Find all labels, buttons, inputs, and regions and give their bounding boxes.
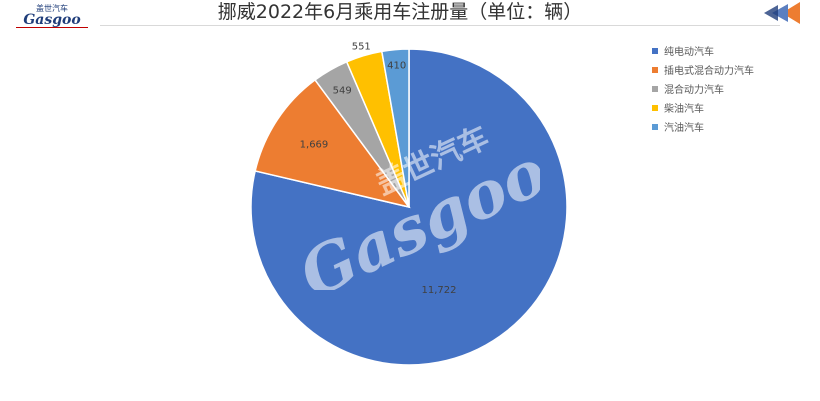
data-label-5: 410 [387,60,406,71]
svg-text:Gasgoo: Gasgoo [23,12,80,28]
data-label-1: 11,722 [422,285,457,296]
legend-swatch [652,47,658,54]
legend-label: 纯电动汽车 [664,47,714,58]
legend-item-5: 汽油汽车 [652,117,754,136]
legend-label: 混合动力汽车 [664,85,724,96]
legend-item-1: 纯电动汽车 [652,41,754,60]
legend: 纯电动汽车插电式混合动力汽车 混合动力汽车 柴油汽车汽油汽车 [652,41,754,136]
corner-arrow-icon [764,2,800,24]
legend-swatch [652,104,658,111]
legend-item-3: 混合动力汽车 [652,79,754,98]
legend-item-2: 插电式混合动力汽车 [652,60,754,79]
legend-label: 柴油汽车 [664,104,704,115]
legend-swatch [652,123,658,130]
page-title: 挪威2022年6月乘用车注册量（单位：辆） [217,1,583,23]
legend-swatch [652,66,658,73]
gasgoo-logo: 盖世汽车 Gasgoo [16,3,88,28]
pie-slice-5 [380,48,410,208]
legend-swatch [652,85,658,92]
legend-item-4: 柴油汽车 [652,98,754,117]
legend-label: 插电式混合动力汽车 [664,66,754,77]
data-label-3: 549 [333,86,352,97]
legend-label: 汽油汽车 [664,123,704,134]
data-label-4: 551 [352,41,371,52]
svg-text:盖世汽车: 盖世汽车 [36,3,68,13]
pie-slice-2 [254,78,411,209]
data-label-2: 1,669 [300,139,329,150]
header-divider [100,25,780,26]
